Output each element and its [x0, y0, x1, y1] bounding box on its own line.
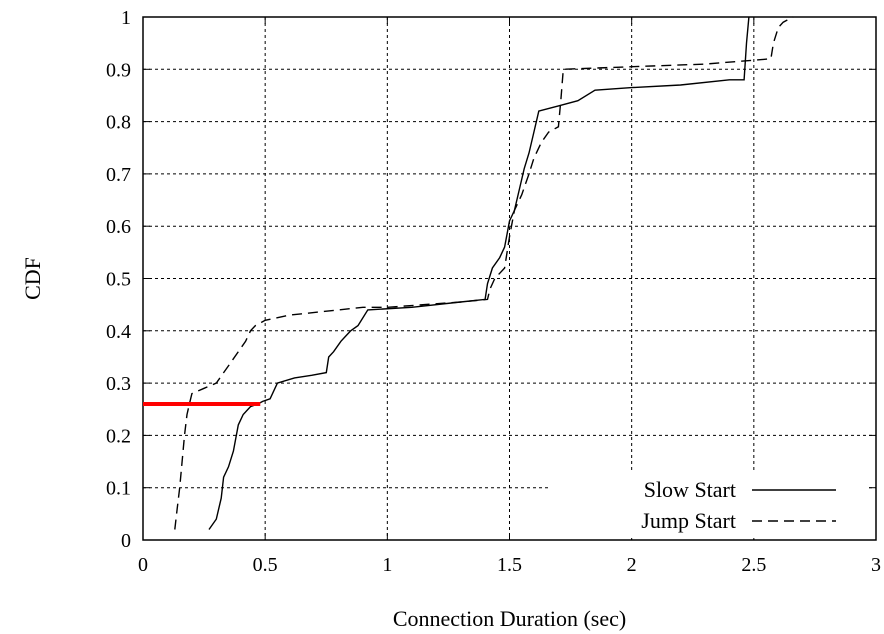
- axis-ticks: 0 0.5 1 1.5 2 2.5 3 0 0.1 0.2 0.3 0.4 0.5 0.6 0.7 0.8 0.…: [106, 7, 881, 576]
- x-tick-label: 2: [627, 554, 637, 576]
- y-tick-label: 0.3: [106, 373, 131, 395]
- x-tick-label: 0: [138, 554, 148, 576]
- legend-background: [548, 470, 868, 538]
- y-tick-label: 0.6: [106, 216, 131, 238]
- y-tick-label: 0.2: [106, 425, 131, 447]
- y-tick-label: 0.7: [106, 164, 131, 186]
- y-axis-title: CDF: [20, 257, 45, 300]
- series-line-slow-start: [208, 16, 750, 530]
- x-tick-label: 3: [871, 554, 881, 576]
- y-tick-label: 0.5: [106, 269, 131, 291]
- legend-label: Slow Start: [644, 477, 736, 502]
- series-lines: [174, 16, 794, 530]
- legend: Slow Start Jump Start: [548, 470, 868, 538]
- legend-label: Jump Start: [641, 508, 736, 533]
- y-tick-label: 0.8: [106, 112, 131, 134]
- x-axis-title: Connection Duration (sec): [393, 606, 626, 631]
- y-tick-label: 0.4: [106, 321, 131, 343]
- series-line-jump-start: [174, 16, 794, 530]
- y-tick-label: 0.1: [106, 478, 131, 500]
- x-tick-label: 0.5: [253, 554, 278, 576]
- x-tick-label: 2.5: [741, 554, 766, 576]
- x-tick-label: 1: [382, 554, 392, 576]
- y-tick-label: 1: [121, 7, 131, 29]
- grid-lines: [143, 17, 876, 540]
- y-tick-label: 0: [121, 530, 131, 552]
- x-tick-label: 1.5: [497, 554, 522, 576]
- y-tick-label: 0.9: [106, 59, 131, 81]
